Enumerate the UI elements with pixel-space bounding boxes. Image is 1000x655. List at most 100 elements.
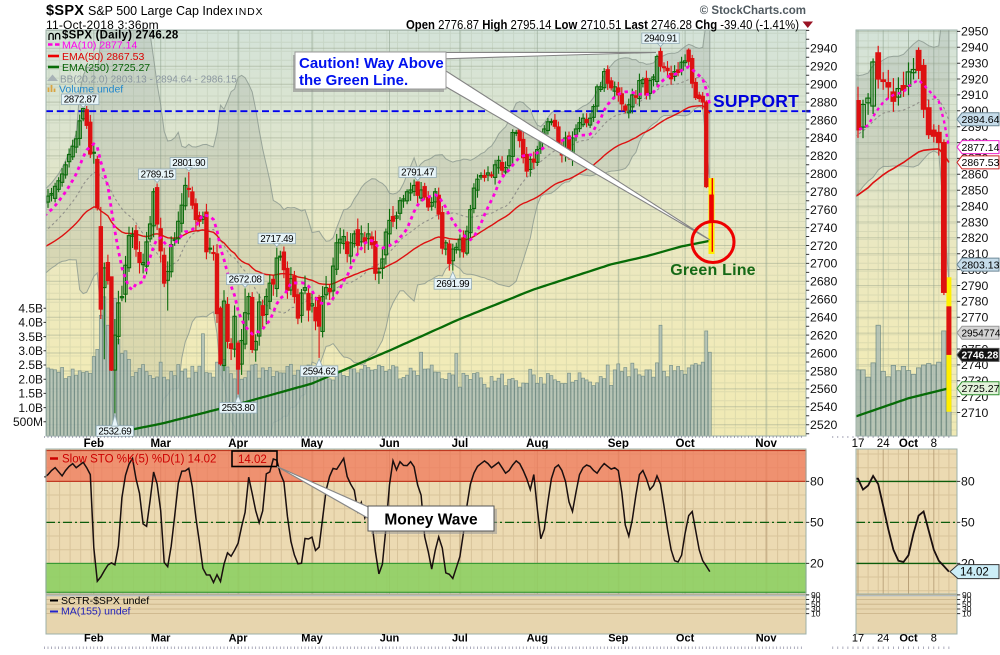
svg-text:4.5B: 4.5B (18, 301, 43, 315)
svg-text:2691.99: 2691.99 (436, 279, 469, 290)
svg-text:2660: 2660 (810, 293, 838, 307)
svg-text:2770: 2770 (961, 311, 989, 325)
svg-text:Apr: Apr (229, 633, 249, 645)
svg-text:2867.53: 2867.53 (962, 157, 1000, 169)
svg-text:3.0B: 3.0B (18, 344, 43, 358)
svg-text:2740: 2740 (810, 221, 838, 235)
svg-text:2860: 2860 (810, 113, 838, 127)
svg-text:2850: 2850 (961, 184, 989, 198)
svg-text:2800: 2800 (810, 167, 838, 181)
svg-text:80: 80 (810, 475, 824, 489)
svg-text:2780: 2780 (810, 185, 838, 199)
svg-text:the Green Line.: the Green Line. (299, 72, 408, 89)
svg-text:2746.28: 2746.28 (962, 351, 999, 362)
svg-text:Feb: Feb (84, 438, 104, 450)
svg-text:500M: 500M (13, 415, 43, 429)
svg-text:2760: 2760 (810, 203, 838, 217)
svg-text:2789.15: 2789.15 (141, 170, 175, 181)
svg-text:2620: 2620 (810, 328, 838, 342)
svg-text:2894.64: 2894.64 (962, 114, 1000, 126)
svg-text:Oct: Oct (676, 438, 695, 450)
svg-text:Mar: Mar (151, 633, 171, 645)
svg-text:INDX: INDX (235, 6, 263, 18)
svg-text:2910: 2910 (961, 88, 989, 102)
svg-text:80: 80 (961, 475, 975, 489)
svg-text:2920: 2920 (810, 60, 838, 74)
svg-text:Money Wave: Money Wave (384, 512, 478, 529)
svg-text:2532.69: 2532.69 (98, 426, 131, 437)
svg-text:2803.13: 2803.13 (962, 259, 1000, 271)
svg-text:3.5B: 3.5B (18, 330, 43, 344)
svg-text:MA(155) undef: MA(155) undef (61, 606, 131, 618)
svg-text:2710: 2710 (961, 406, 989, 420)
svg-text:2840: 2840 (810, 131, 838, 145)
svg-text:24: 24 (877, 438, 890, 450)
svg-text:Nov: Nov (756, 633, 778, 645)
svg-text:MA(10) 2877.14: MA(10) 2877.14 (62, 40, 137, 52)
svg-text:2900: 2900 (810, 78, 838, 92)
svg-text:2560: 2560 (810, 382, 838, 396)
svg-text:4.0B: 4.0B (18, 316, 43, 330)
svg-text:2553.80: 2553.80 (222, 403, 256, 414)
svg-text:2700: 2700 (810, 257, 838, 271)
svg-text:May: May (301, 633, 323, 645)
svg-text:2.5B: 2.5B (18, 358, 43, 372)
svg-text:1.0B: 1.0B (18, 401, 43, 415)
svg-text:May: May (301, 438, 324, 450)
svg-text:2.0B: 2.0B (18, 372, 43, 386)
svg-text:© StockCharts.com: © StockCharts.com (700, 5, 806, 17)
svg-text:Nov: Nov (755, 438, 777, 450)
svg-text:2820: 2820 (961, 231, 989, 245)
svg-text:11-Oct-2018 3:36pm: 11-Oct-2018 3:36pm (46, 18, 159, 32)
svg-text:2780: 2780 (961, 295, 989, 309)
svg-text:2860: 2860 (961, 168, 989, 182)
svg-text:8: 8 (931, 633, 937, 645)
svg-text:Jul: Jul (452, 438, 469, 450)
svg-text:2520: 2520 (810, 418, 838, 432)
svg-text:24: 24 (877, 633, 889, 645)
svg-text:2920: 2920 (961, 72, 989, 86)
svg-text:Open 2776.87 High 2795.14 Low: Open 2776.87 High 2795.14 Low 2710.51 La… (406, 18, 799, 32)
svg-text:Oct: Oct (676, 633, 695, 645)
svg-text:Sep: Sep (608, 438, 629, 450)
svg-text:2720: 2720 (810, 239, 838, 253)
svg-text:8: 8 (931, 438, 937, 450)
svg-text:14.02: 14.02 (238, 454, 267, 466)
svg-text:Jun: Jun (380, 633, 400, 645)
svg-text:14.02: 14.02 (960, 567, 989, 579)
svg-text:Oct: Oct (899, 633, 918, 645)
svg-text:2680: 2680 (810, 275, 838, 289)
svg-text:2872.87: 2872.87 (64, 95, 97, 106)
svg-text:2830: 2830 (961, 215, 989, 229)
svg-text:10: 10 (811, 609, 821, 619)
svg-text:10: 10 (962, 609, 972, 619)
svg-text:SUPPORT: SUPPORT (713, 91, 799, 111)
svg-text:Volume undef: Volume undef (59, 84, 123, 96)
svg-text:2877.14: 2877.14 (962, 142, 1000, 154)
svg-text:Slow STO %K(5) %D(1) 14.02: Slow STO %K(5) %D(1) 14.02 (62, 454, 216, 466)
svg-text:Aug: Aug (527, 633, 548, 645)
svg-text:2820: 2820 (810, 149, 838, 163)
svg-text:S&P 500 Large Cap Index: S&P 500 Large Cap Index (88, 4, 234, 18)
svg-text:17: 17 (852, 633, 864, 645)
svg-text:2940.91: 2940.91 (644, 34, 677, 45)
svg-text:Mar: Mar (150, 438, 171, 450)
svg-text:Jul: Jul (452, 633, 468, 645)
svg-text:1.5B: 1.5B (18, 387, 43, 401)
svg-text:2840: 2840 (961, 199, 989, 213)
svg-text:Feb: Feb (84, 633, 104, 645)
svg-text:50: 50 (810, 516, 824, 530)
svg-text:50: 50 (961, 516, 975, 530)
svg-text:Sep: Sep (608, 633, 628, 645)
svg-text:Caution! Way Above: Caution! Way Above (299, 55, 444, 72)
svg-text:2880: 2880 (810, 95, 838, 109)
svg-text:2594.62: 2594.62 (303, 367, 336, 378)
svg-text:Jun: Jun (379, 438, 399, 450)
svg-text:Oct: Oct (899, 438, 918, 450)
svg-text:20: 20 (810, 557, 824, 571)
svg-text:2940: 2940 (810, 42, 838, 56)
svg-text:$SPX: $SPX (46, 3, 84, 19)
svg-text:2540: 2540 (810, 400, 838, 414)
svg-text:2580: 2580 (810, 364, 838, 378)
svg-text:Green Line: Green Line (670, 262, 756, 279)
